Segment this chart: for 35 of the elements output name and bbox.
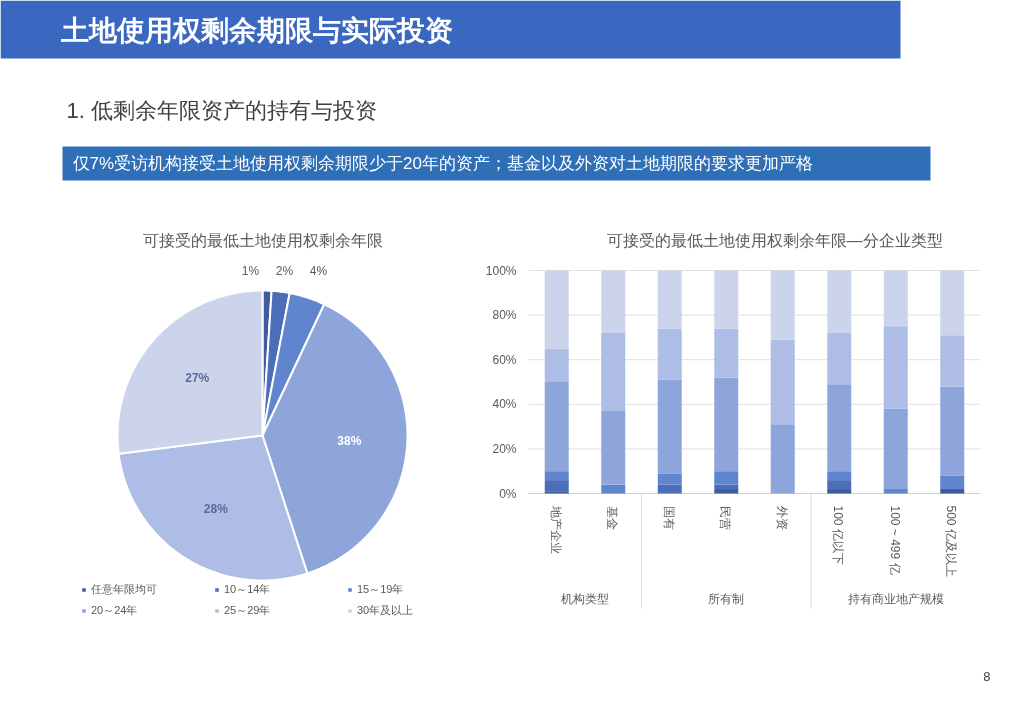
text: 机构类型 <box>561 591 609 606</box>
x-tick-label: 国有 <box>661 505 676 530</box>
x-tick-label: 外资 <box>774 505 789 530</box>
text: 仅7%受访机构接受土地使用权剩余期限少于20年的资产；基金以及外资对土地期限的要求更加严格 <box>72 154 813 173</box>
chart-title: 可接受的最低土地使用权剩余年限—分企业类型 <box>606 232 943 249</box>
text: 8 <box>983 669 991 684</box>
data-label: 2% <box>275 263 294 278</box>
legend-label: 30年及以上 <box>357 603 415 618</box>
legend-label: 25～29年 <box>224 603 272 618</box>
x-tick-label: 500 亿及以上 <box>944 505 959 577</box>
legend-label: 20～24年 <box>91 603 139 618</box>
data-label: 38% <box>337 433 362 448</box>
data-label: 28% <box>203 501 229 516</box>
data-label: 27% <box>185 370 210 385</box>
x-tick-label: 100 ~ 499 亿 <box>887 505 902 575</box>
legend-label: 10～14年 <box>224 582 272 597</box>
x-tick-label: 民营 <box>718 505 733 530</box>
text: 土地使用权剩余期限与实际投资 <box>59 15 453 46</box>
text: 持有商业地产规模 <box>847 591 944 606</box>
x-tick-label: 地产企业 <box>548 504 563 554</box>
data-label: 1% <box>241 263 260 278</box>
legend-label: 任意年限均可 <box>91 582 158 597</box>
x-tick-label: 100 亿以下 <box>831 505 846 565</box>
text: 1. 低剩余年限资产的持有与投资 <box>66 98 377 123</box>
y-tick-label: 20% <box>492 441 517 456</box>
y-tick-label: 0% <box>499 486 517 501</box>
y-tick-label: 100% <box>485 263 517 278</box>
chart-title: 可接受的最低土地使用权剩余年限 <box>142 232 383 249</box>
data-label: 4% <box>309 263 328 278</box>
y-tick-label: 60% <box>492 352 517 367</box>
x-tick-label: 基金 <box>605 505 620 530</box>
y-tick-label: 80% <box>492 308 517 323</box>
text: 所有制 <box>708 591 745 606</box>
legend-label: 15～19年 <box>357 582 405 597</box>
y-tick-label: 40% <box>492 397 517 412</box>
